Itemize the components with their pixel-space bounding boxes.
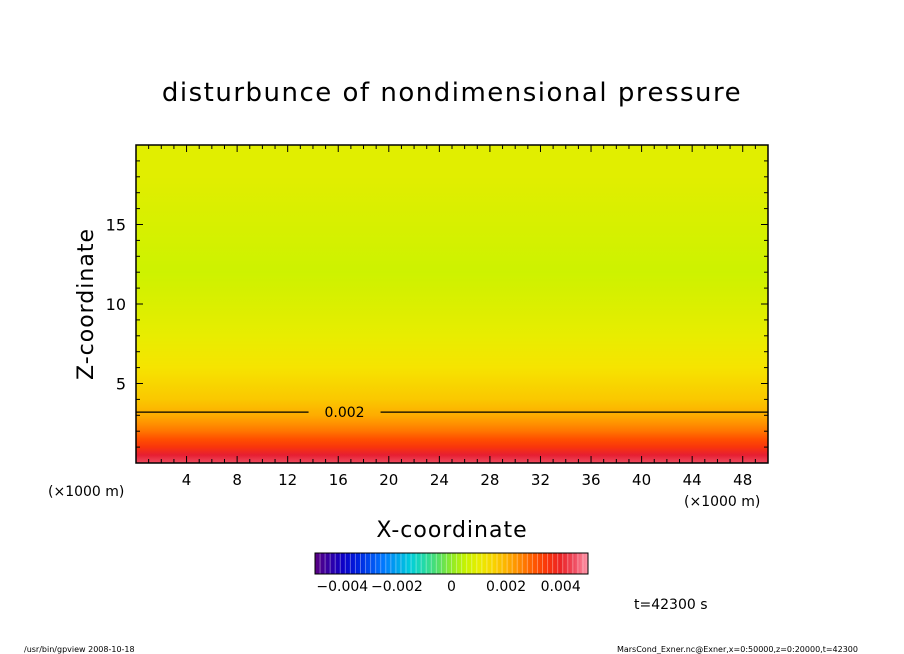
colorbar-labels: −0.004 −0.002 0 0.002 0.004 — [316, 579, 580, 595]
colorbar: −0.004 −0.002 0 0.002 0.004 — [314, 552, 589, 595]
y-tick-label: 10 — [106, 295, 126, 314]
x-tick-label: 44 — [683, 471, 702, 489]
x-tick-layer: 4 8 12 16 20 24 28 32 36 40 44 48 — [148, 145, 756, 489]
y-axis-label: Z-coordinate — [74, 228, 99, 380]
colorbar-fill — [315, 553, 588, 574]
y-tick-layer: 5 10 15 — [106, 160, 768, 448]
x-tick-label: 28 — [480, 471, 499, 489]
x-tick-label: 32 — [531, 471, 550, 489]
chart-title: disturbunce of nondimensional pressure — [162, 78, 742, 108]
x-tick-label: 40 — [632, 471, 651, 489]
colorbar-tick-label: −0.002 — [371, 579, 423, 595]
x-tick-label: 48 — [733, 471, 752, 489]
x-tick-label: 20 — [379, 471, 398, 489]
colorbar-tick-label: 0 — [447, 579, 456, 595]
x-unit-left: (×1000 m) — [48, 484, 124, 500]
field-fill — [136, 145, 768, 463]
x-tick-label: 16 — [329, 471, 348, 489]
y-tick-label: 15 — [106, 216, 126, 235]
x-tick-label: 12 — [278, 471, 297, 489]
x-axis-label: X-coordinate — [376, 518, 527, 543]
x-tick-label: 8 — [232, 471, 242, 489]
contour-layer: 0.002 — [136, 405, 768, 421]
footer-left: /usr/bin/gpview 2008-10-18 — [24, 645, 135, 654]
x-tick-label: 24 — [430, 471, 449, 489]
colorbar-stripes — [319, 553, 584, 574]
footer-right: MarsCond_Exner.nc@Exner,x=0:50000,z=0:20… — [617, 645, 858, 654]
x-tick-label: 36 — [581, 471, 600, 489]
y-tick-label: 5 — [116, 375, 126, 394]
colorbar-tick-label: −0.004 — [316, 579, 368, 595]
x-tick-label: 4 — [182, 471, 192, 489]
x-unit-right: (×1000 m) — [684, 494, 760, 510]
colorbar-tick-label: 0.002 — [486, 579, 526, 595]
time-label: t=42300 s — [634, 597, 708, 613]
colorbar-frame — [314, 552, 589, 575]
colorbar-tick-label: 0.004 — [541, 579, 581, 595]
contour-label: 0.002 — [325, 405, 365, 421]
